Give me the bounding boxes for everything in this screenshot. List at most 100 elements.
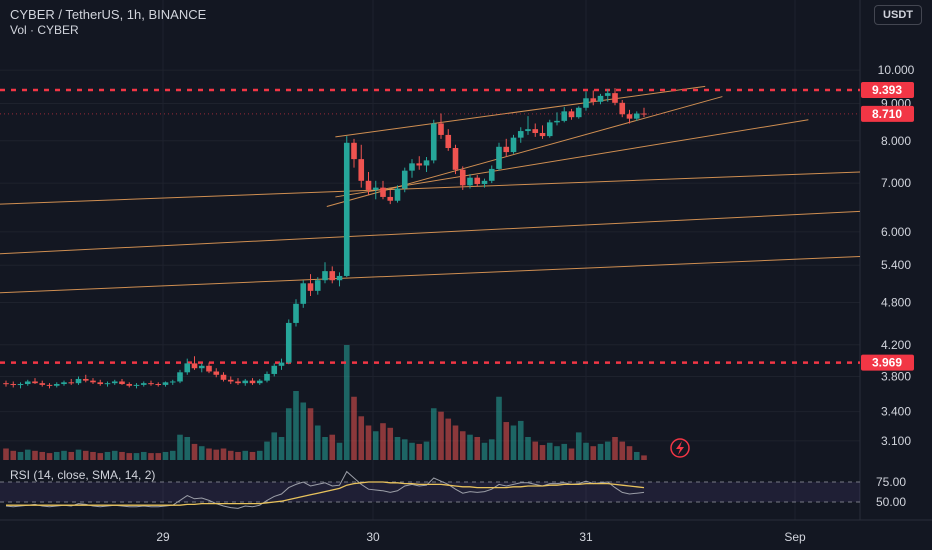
candle-body — [575, 107, 582, 118]
volume-bar — [590, 446, 597, 460]
time-tick-label: Sep — [784, 530, 806, 544]
candle-body — [39, 383, 46, 385]
volume-bar — [285, 408, 292, 460]
candle-body — [633, 113, 640, 119]
candle-body — [264, 373, 270, 381]
candle-body — [213, 371, 220, 375]
candle-body — [641, 113, 647, 115]
volume-bar — [626, 446, 633, 460]
trendlines — [0, 85, 861, 294]
candle-body — [372, 187, 379, 190]
volume-bar — [467, 434, 473, 460]
time-axis[interactable]: 29 30 31 Sep — [156, 530, 806, 544]
candle-body — [351, 142, 357, 160]
candle-body — [532, 129, 539, 133]
candle-body — [503, 146, 510, 153]
candle-body — [148, 383, 154, 385]
volume-bar — [46, 453, 53, 460]
volume-bar — [264, 441, 270, 460]
volume-bar — [278, 437, 285, 460]
volume-bar — [191, 443, 198, 460]
candle-body — [619, 102, 626, 115]
volume-bar — [430, 408, 437, 460]
candle-body — [488, 168, 495, 181]
volume-bar — [409, 442, 415, 460]
price-tick-label: 3.800 — [881, 369, 911, 383]
candle-body — [597, 95, 604, 102]
currency-button[interactable]: USDT — [874, 5, 922, 25]
price-tick-label: 4.800 — [881, 295, 911, 309]
candle-body — [365, 180, 372, 190]
volume-bar — [61, 450, 67, 460]
rsi-sma-line — [6, 481, 645, 506]
candle-body — [24, 381, 31, 385]
time-tick-label: 29 — [156, 530, 170, 544]
price-label-badge — [861, 81, 914, 98]
volume-bar — [445, 418, 452, 460]
candle-body — [612, 93, 618, 103]
rsi-band — [0, 482, 860, 502]
volume-bar — [314, 425, 321, 460]
candle-body — [423, 160, 430, 166]
candlesticks — [3, 88, 647, 389]
price-tick-label: 7.000 — [881, 176, 911, 190]
candle-body — [568, 111, 575, 118]
candle-body — [169, 381, 176, 383]
volume-bar — [387, 427, 394, 460]
candle-body — [53, 384, 60, 386]
volume-bar — [75, 449, 82, 460]
candle-body — [104, 383, 111, 385]
volume-bar — [300, 402, 307, 460]
time-tick-label: 31 — [579, 530, 593, 544]
volume-bar — [394, 437, 401, 460]
volume-bar — [198, 446, 205, 460]
candle-body — [467, 177, 473, 186]
candle-body — [133, 384, 140, 386]
volume-bar — [336, 442, 343, 460]
candle-body — [438, 123, 444, 135]
candle-body — [140, 383, 147, 385]
volume-bar — [546, 442, 553, 460]
price-tick-label: 3.100 — [881, 434, 911, 448]
candle-body — [32, 381, 38, 384]
candle-body — [561, 111, 568, 121]
candle-body — [256, 380, 263, 384]
candle-body — [409, 163, 415, 171]
candle-body — [184, 363, 191, 373]
volume-bar — [597, 443, 604, 460]
rsi-label: RSI (14, close, SMA, 14, 2) — [10, 468, 156, 482]
horizontal-levels — [0, 88, 860, 364]
volume-bar — [459, 431, 466, 460]
trendline — [335, 85, 706, 138]
price-axis[interactable]: 10.0009.0008.0007.0006.0005.4004.8004.20… — [861, 63, 915, 509]
lightning-icon-ring — [670, 438, 690, 458]
volume-bar — [525, 437, 531, 460]
candle-body — [416, 163, 423, 166]
volume-bar — [322, 437, 328, 460]
volume-bar — [351, 396, 357, 460]
trendline — [0, 210, 861, 255]
candle-body — [3, 383, 9, 385]
rsi-tick-label: 75.00 — [876, 475, 906, 489]
candle-body — [525, 129, 531, 132]
volume-bar — [575, 432, 582, 460]
volume-bar — [293, 391, 299, 460]
trendline — [0, 256, 861, 294]
volume-bar — [3, 448, 9, 460]
candle-body — [343, 142, 350, 276]
volume-bar — [82, 450, 89, 460]
candle-body — [481, 180, 488, 184]
candle-body — [394, 188, 401, 201]
candle-body — [293, 303, 299, 323]
candle-body — [583, 98, 589, 108]
chart-title: CYBER / TetherUS, 1h, BINANCE — [10, 7, 207, 22]
volume-bar — [438, 411, 444, 460]
volume-bar — [380, 423, 386, 460]
candle-body — [278, 362, 285, 366]
price-tick-label: 10.000 — [878, 63, 915, 77]
candle-body — [61, 382, 67, 385]
candle-body — [111, 381, 118, 384]
volume-label: Vol · CYBER — [10, 23, 79, 37]
volume-bar — [10, 450, 17, 460]
